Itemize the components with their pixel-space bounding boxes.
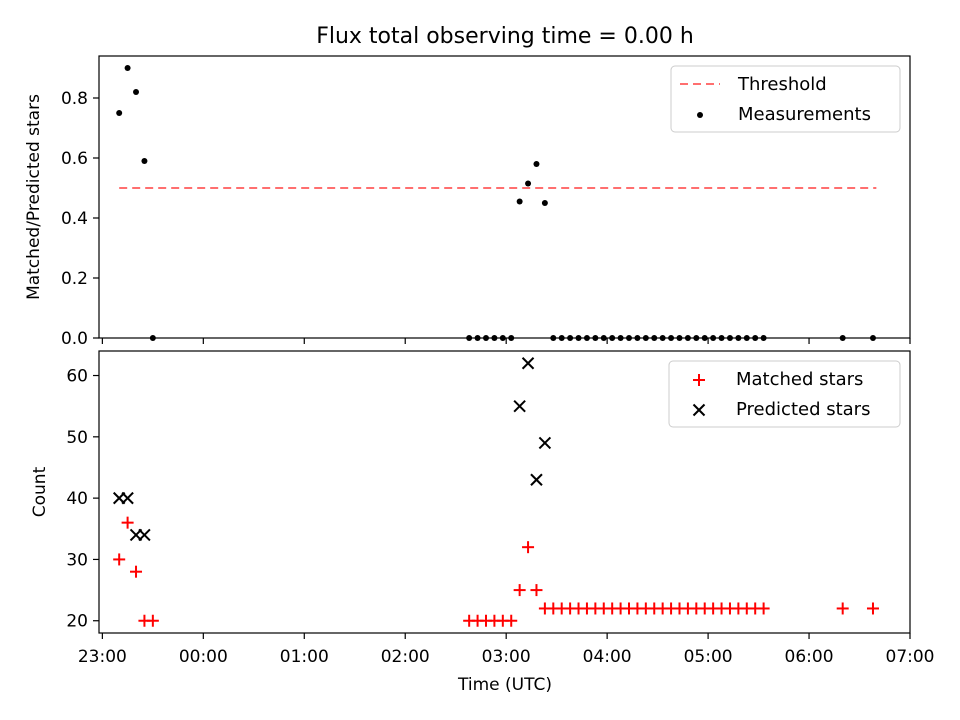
legend-matched-swatch — [693, 374, 705, 386]
bottom-y-tick-label: 50 — [66, 428, 88, 448]
predicted-point — [538, 436, 552, 450]
top-axes-frame — [98, 55, 911, 339]
x-tick-label: 01:00 — [280, 647, 329, 667]
legend-plus-mark — [693, 374, 705, 386]
figure-title: Flux total observing time = 0.00 h — [316, 24, 694, 49]
matched-point — [530, 584, 543, 597]
measurement-point — [116, 110, 123, 116]
matched-point — [130, 565, 143, 578]
predicted-point — [521, 357, 535, 370]
x-tick-label: 02:00 — [381, 647, 430, 667]
measurement-point — [133, 89, 140, 95]
measurement-point — [541, 200, 548, 206]
top-y-tick-label: 0.6 — [61, 149, 88, 169]
bottom-y-tick-label: 40 — [66, 489, 88, 509]
x-tick-label: 03:00 — [482, 647, 531, 667]
bottom-legend: Matched stars Predicted stars — [668, 360, 901, 428]
x-tick-label: 23:00 — [78, 647, 127, 667]
x-tick-label: 06:00 — [785, 647, 834, 667]
top-y-tick-label: 0.2 — [61, 269, 88, 289]
matched-point — [522, 541, 535, 554]
top-y-axis-label: Matched/Predicted stars — [24, 94, 44, 300]
legend-measurements-swatch — [697, 112, 703, 118]
bottom-y-tick-label: 30 — [66, 550, 88, 570]
measurement-point — [525, 180, 532, 187]
matched-point — [121, 516, 134, 529]
legend-cross-mark — [692, 403, 706, 417]
x-tick-label: 00:00 — [179, 647, 228, 667]
matched-point — [836, 602, 849, 615]
x-tick-label: 07:00 — [886, 647, 935, 667]
top-y-tick-label: 0.0 — [61, 329, 88, 349]
matched-point — [757, 602, 770, 615]
matched-point — [505, 614, 518, 627]
measurement-point — [141, 158, 148, 164]
bottom-y-tick-label: 20 — [66, 612, 88, 632]
top-y-tick-label: 0.8 — [61, 89, 88, 109]
legend-predicted-label: Predicted stars — [736, 399, 870, 420]
predicted-point — [138, 528, 151, 542]
x-tick-label: 05:00 — [684, 647, 733, 667]
legend-predicted-swatch — [692, 403, 706, 417]
measurement-point — [124, 65, 131, 71]
matched-point — [866, 602, 879, 615]
bottom-panel: 20 30 40 50 60 23:00 00:00 01:00 02:00 03:00 04:0… — [30, 350, 935, 695]
matched-point — [146, 614, 159, 627]
top-panel: 0.00.20.40.60.8 Matched/Predicted stars … — [24, 55, 911, 349]
x-tick-label: 04:00 — [583, 647, 632, 667]
matched-point — [113, 553, 126, 566]
top-legend: Threshold Measurements — [670, 65, 901, 133]
legend-matched-label: Matched stars — [736, 369, 863, 390]
legend-threshold-label: Threshold — [737, 74, 827, 95]
bottom-y-axis-label: Count — [30, 466, 50, 517]
predicted-point — [513, 399, 526, 413]
bottom-axes-frame — [98, 350, 911, 634]
bottom-y-tick-label: 60 — [66, 367, 88, 387]
matched-point — [513, 584, 526, 597]
predicted-point — [530, 473, 543, 486]
x-axis-label: Time (UTC) — [457, 675, 552, 695]
top-y-tick-label: 0.4 — [61, 209, 88, 229]
legend-measurements-label: Measurements — [738, 104, 871, 125]
measurement-point — [533, 161, 540, 167]
measurement-point — [516, 198, 523, 205]
predicted-point — [121, 491, 134, 505]
